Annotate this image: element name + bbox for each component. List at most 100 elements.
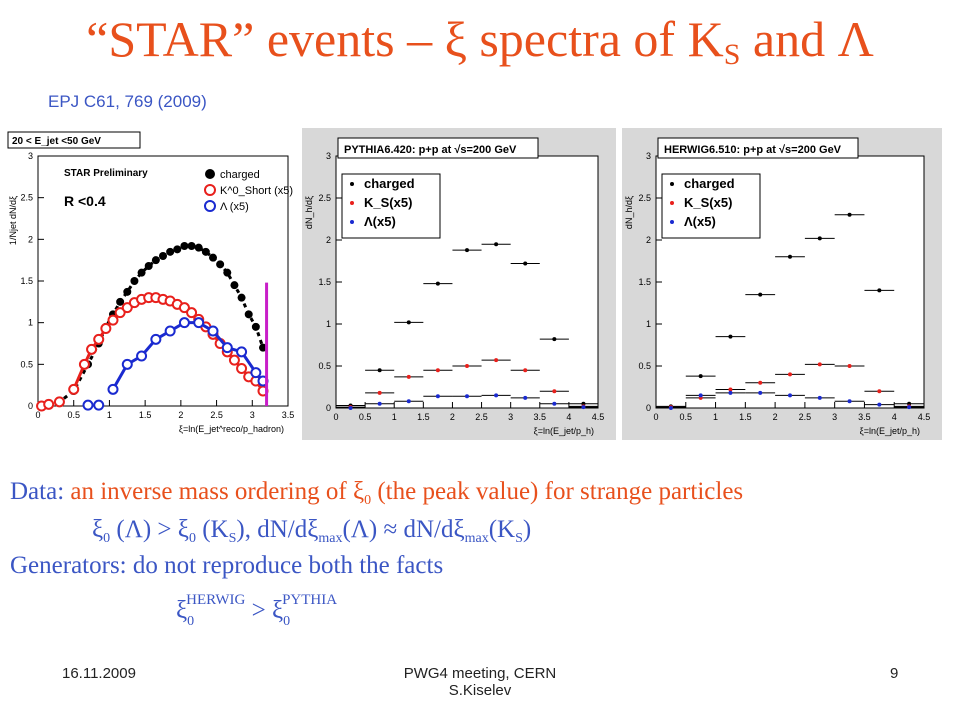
y-axis-label: 1/Njet dN/dξ (8, 196, 18, 245)
legend-marker (204, 200, 216, 212)
data-point (348, 406, 353, 410)
data-point (465, 364, 469, 368)
x-tick-label: 2.5 (210, 410, 223, 420)
data-point (107, 314, 119, 326)
data-point (187, 242, 196, 250)
x-tick-label: 3 (508, 412, 513, 422)
x-tick-label: 4 (892, 412, 897, 422)
footer-date: 16.11.2009 (62, 665, 136, 682)
y-tick-label: 1 (326, 319, 331, 329)
x-tick-label: 4.5 (918, 412, 931, 422)
data-point (230, 281, 239, 290)
data-point (150, 333, 162, 345)
data-point (728, 390, 733, 395)
legend-box (341, 173, 441, 239)
data-point (758, 380, 763, 385)
legend-marker (350, 220, 354, 224)
data-point (406, 399, 411, 404)
data-point (259, 343, 267, 352)
footer-page-number: 9 (890, 665, 899, 682)
y-tick-label: 2 (28, 234, 33, 244)
x-tick-label: 0 (333, 412, 338, 422)
y-tick-label: 1 (646, 319, 651, 329)
conclusion-line-1: Data: an inverse mass ordering of ξ0 (th… (10, 478, 744, 508)
data-point (552, 389, 557, 394)
data-point (817, 362, 822, 367)
x-tick-label: 1 (713, 412, 718, 422)
cut-label: R <0.4 (64, 193, 106, 209)
y-tick-label: 1.5 (318, 277, 331, 287)
legend-label: K_S(x5) (684, 195, 732, 210)
x-tick-label: 2.5 (799, 412, 812, 422)
legend-label: Λ(x5) (364, 214, 396, 229)
x-tick-label: 0.5 (67, 410, 80, 420)
y-tick-label: 2 (646, 235, 651, 245)
legend-marker (670, 182, 674, 186)
data-point (907, 405, 912, 410)
conclusion-line-3: Generators: do not reproduce both the fa… (10, 552, 444, 579)
header-box (337, 137, 539, 159)
x-tick-label: 1 (392, 412, 397, 422)
data-point (78, 358, 90, 370)
data-point (223, 268, 232, 277)
x-tick-label: 2 (773, 412, 778, 422)
data-point (817, 236, 822, 241)
pythia-chart: 0 0.5 1 1.5 2 2.5 3 3.5 4 4.5 0 0.5 1 1.5 2 2.5 3 ξ=ln(E_… (302, 128, 616, 440)
y-tick-label: 0.5 (20, 359, 33, 369)
chart-header: PYTHIA6.420: p+p at √s=200 GeV (344, 144, 517, 156)
y-tick-label: 0.5 (638, 361, 651, 371)
x-tick-label: 0 (35, 410, 40, 420)
x-tick-label: 1.5 (417, 412, 430, 422)
data-point (435, 281, 440, 286)
data-point (847, 399, 852, 404)
data-point (53, 396, 65, 408)
star-preliminary-label: STAR Preliminary (64, 168, 148, 179)
y-tick-label: 3 (326, 151, 331, 161)
data-point (251, 322, 260, 331)
chart-header: HERWIG6.510: p+p at √s=200 GeV (664, 144, 842, 156)
data-point (93, 333, 105, 345)
data-point (406, 374, 411, 379)
data-point (123, 287, 132, 296)
data-point (788, 254, 792, 259)
data-point (100, 323, 112, 334)
y-tick-label: 2.5 (638, 193, 651, 203)
data-point (552, 401, 557, 406)
data-point (523, 368, 528, 373)
data-point (82, 399, 94, 411)
x-tick-label: 2 (450, 412, 455, 422)
x-tick-label: 3.5 (282, 410, 295, 420)
data-point (173, 245, 182, 254)
data-point (114, 307, 126, 319)
data-point (221, 342, 233, 354)
data-point (728, 387, 733, 392)
data-point (166, 247, 175, 256)
data-point (236, 346, 248, 358)
data-point (435, 394, 440, 399)
legend-box (661, 173, 761, 239)
header-box (657, 137, 859, 159)
y-axis-label: dN_h/dξ (624, 196, 634, 229)
y-tick-label: 0.5 (318, 361, 331, 371)
legend-marker (670, 201, 674, 205)
x-axis-label: ξ=ln(E_jet/p_h) (534, 426, 594, 436)
y-tick-label: 2.5 (20, 193, 33, 203)
y-tick-label: 3 (646, 151, 651, 161)
data-point (144, 262, 153, 270)
x-tick-label: 3 (250, 410, 255, 420)
data-point (552, 337, 557, 342)
data-point (86, 343, 98, 355)
legend-label: K_S(x5) (364, 195, 412, 210)
data-point (758, 292, 763, 297)
data-point (523, 261, 528, 266)
y-tick-label: 3 (28, 151, 33, 161)
y-tick-label: 1 (28, 318, 33, 328)
data-point (494, 393, 499, 398)
data-point (877, 402, 882, 407)
data-point (877, 389, 882, 394)
data-point (698, 393, 703, 398)
y-tick-label: 0 (28, 401, 33, 411)
data-point (847, 364, 852, 368)
star-data-chart: 0 0.5 1 1.5 2 2.5 3 3.5 0 0.5 1 1.5 2 2.5 3 ξ=ln(E_jet^… (6, 128, 298, 440)
data-point (159, 252, 167, 260)
